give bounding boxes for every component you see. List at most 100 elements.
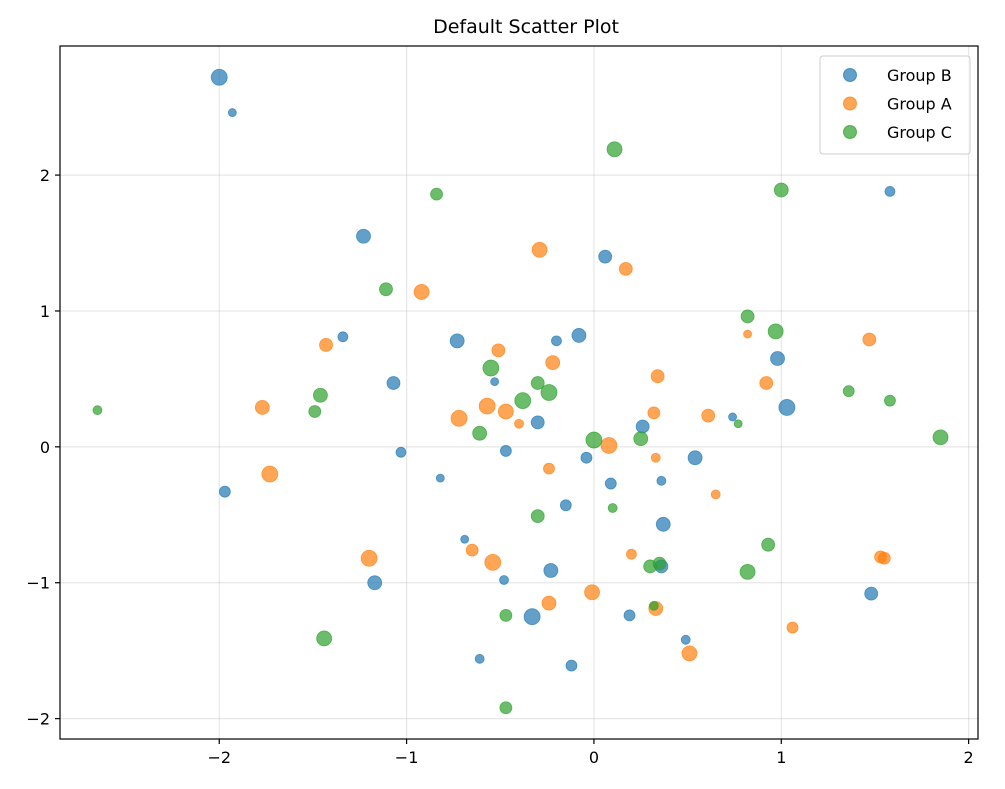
data-point <box>531 241 548 258</box>
y-tick-label: −1 <box>26 574 50 593</box>
series-group-b <box>210 68 896 672</box>
data-point <box>499 575 509 585</box>
data-point <box>648 600 659 611</box>
data-point <box>499 701 513 715</box>
data-point <box>623 609 636 622</box>
data-point <box>360 549 378 567</box>
data-point <box>435 473 445 483</box>
data-point <box>767 323 784 340</box>
grid <box>60 46 978 739</box>
data-point <box>618 261 633 276</box>
data-points <box>92 68 949 715</box>
data-point <box>460 534 470 544</box>
data-point <box>770 351 785 366</box>
x-tick-label: 2 <box>964 748 974 767</box>
data-point <box>499 445 512 457</box>
data-point <box>490 377 500 387</box>
data-point <box>773 182 789 198</box>
legend: Group B Group A Group C <box>819 55 971 155</box>
data-point <box>499 608 513 622</box>
legend-box <box>819 55 971 155</box>
data-point <box>319 338 333 352</box>
data-point <box>932 429 949 446</box>
data-point <box>626 548 637 560</box>
y-tick-label: 0 <box>40 438 50 457</box>
data-point <box>478 397 496 415</box>
data-point <box>598 249 613 264</box>
data-point <box>647 406 661 420</box>
axis-ticks: −2 −1 0 1 2 −2 −1 0 1 2 <box>26 166 973 767</box>
data-point <box>607 503 618 513</box>
data-point <box>643 559 658 574</box>
data-point <box>465 543 479 557</box>
data-point <box>584 584 600 601</box>
data-point <box>728 412 737 422</box>
data-point <box>633 431 649 447</box>
data-point <box>600 437 618 454</box>
data-point <box>514 392 532 410</box>
data-point <box>482 359 500 377</box>
data-point <box>681 645 698 662</box>
plot-area-frame <box>59 45 979 740</box>
data-point <box>313 387 328 403</box>
data-point <box>884 185 896 197</box>
data-point <box>655 516 671 532</box>
data-point <box>543 462 555 475</box>
chart-title: Default Scatter Plot <box>433 16 619 38</box>
x-tick-label: −2 <box>207 748 231 767</box>
data-point <box>687 450 703 466</box>
data-point <box>545 355 561 371</box>
data-point <box>497 403 514 420</box>
data-point <box>308 405 322 418</box>
data-point <box>761 537 776 552</box>
x-tick-label: 1 <box>776 748 786 767</box>
data-point <box>565 659 578 672</box>
data-point <box>530 415 545 430</box>
data-point <box>484 553 502 571</box>
legend-label: Group A <box>887 95 952 114</box>
x-tick-label: 0 <box>589 748 599 767</box>
data-point <box>218 485 231 498</box>
data-point <box>514 418 524 429</box>
data-point <box>580 451 593 464</box>
data-point <box>530 376 545 390</box>
y-tick-label: −2 <box>26 710 50 729</box>
data-point <box>701 408 716 423</box>
data-point <box>656 475 667 486</box>
data-point <box>316 630 333 647</box>
data-point <box>551 335 562 347</box>
data-point <box>739 563 756 580</box>
data-point <box>386 376 401 390</box>
data-point <box>864 586 879 601</box>
data-point <box>650 369 665 384</box>
data-point <box>733 419 743 429</box>
y-tick-label: 2 <box>40 166 50 185</box>
data-point <box>472 425 488 441</box>
data-point <box>261 465 279 483</box>
data-point <box>450 409 468 427</box>
data-point <box>559 499 572 512</box>
data-point <box>606 141 623 158</box>
legend-marker <box>843 96 857 111</box>
data-point <box>356 228 371 244</box>
data-point <box>540 384 558 401</box>
data-point <box>740 309 755 324</box>
data-point <box>413 284 430 300</box>
data-point <box>92 405 103 416</box>
data-point <box>523 608 541 626</box>
data-point <box>337 331 349 343</box>
data-point <box>585 431 603 449</box>
series-group-c <box>92 141 949 715</box>
data-point <box>759 376 774 390</box>
data-point <box>543 563 559 578</box>
data-point <box>210 68 228 86</box>
data-point <box>680 634 691 645</box>
data-point <box>491 343 506 358</box>
data-point <box>449 333 465 349</box>
series-group-a <box>254 241 891 662</box>
data-point <box>227 108 237 117</box>
data-point <box>650 452 661 463</box>
data-point <box>842 385 855 398</box>
data-point <box>635 419 650 434</box>
data-point <box>877 551 891 565</box>
